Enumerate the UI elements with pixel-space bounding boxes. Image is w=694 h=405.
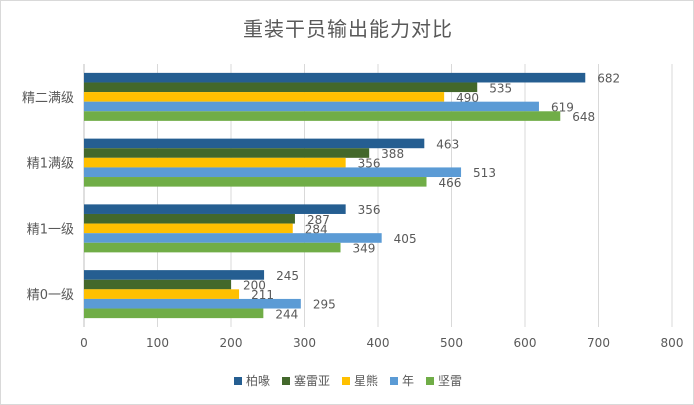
data-label: 244 xyxy=(275,307,298,321)
legend-item: 柏喙 xyxy=(233,372,270,389)
legend-item: 塞雷亚 xyxy=(281,372,330,389)
legend-swatch xyxy=(341,376,350,385)
data-label: 682 xyxy=(597,72,620,86)
x-tick-label: 200 xyxy=(220,336,243,350)
legend-label: 年 xyxy=(402,374,415,388)
bar-柏喙 xyxy=(84,270,265,280)
bar-年 xyxy=(84,298,301,309)
x-tick-label: 100 xyxy=(146,336,169,350)
category-label: 精二满级 xyxy=(22,91,74,106)
bar-坚雷 xyxy=(84,111,561,121)
bar-柏喙 xyxy=(84,204,346,214)
data-label: 619 xyxy=(551,100,574,114)
data-label: 388 xyxy=(381,147,404,161)
legend-swatch xyxy=(390,376,398,385)
x-tick-label: 0 xyxy=(80,336,88,350)
legend-label: 坚雷 xyxy=(438,374,463,388)
legend: 柏喙 塞雷亚 星熊 年 坚雷 xyxy=(1,372,694,389)
bar-塞雷亚 xyxy=(84,82,478,93)
data-label: 648 xyxy=(572,110,595,124)
bar-柏喙 xyxy=(84,138,425,149)
bar-年 xyxy=(84,101,539,112)
data-label: 513 xyxy=(473,166,496,180)
bar-柏喙 xyxy=(84,72,586,83)
x-tick-label: 800 xyxy=(661,336,684,350)
category-label: 精0一级 xyxy=(27,288,74,303)
legend-swatch xyxy=(426,376,435,385)
bar-星熊 xyxy=(84,157,346,168)
data-label: 535 xyxy=(489,81,512,95)
data-label: 349 xyxy=(353,242,376,256)
data-label: 295 xyxy=(313,298,336,312)
category-label: 精1满级 xyxy=(27,157,74,172)
x-tick-label: 600 xyxy=(514,336,537,350)
data-label: 284 xyxy=(305,222,328,236)
bar-星熊 xyxy=(84,223,293,234)
legend-label: 柏喙 xyxy=(245,374,270,388)
bar-塞雷亚 xyxy=(84,279,231,290)
bar-星熊 xyxy=(84,289,240,299)
legend-swatch xyxy=(281,376,290,385)
legend-label: 塞雷亚 xyxy=(293,374,330,388)
bar-星熊 xyxy=(84,92,445,102)
data-label: 200 xyxy=(243,279,266,293)
data-label: 356 xyxy=(358,203,381,217)
x-tick-label: 400 xyxy=(367,336,390,350)
data-label: 463 xyxy=(436,137,459,151)
data-label: 466 xyxy=(439,176,462,190)
x-tick-label: 700 xyxy=(587,336,610,350)
bar-塞雷亚 xyxy=(84,148,370,158)
category-label: 精1一级 xyxy=(27,222,74,237)
bar-年 xyxy=(84,233,382,243)
data-label: 245 xyxy=(276,269,299,283)
bar-塞雷亚 xyxy=(84,213,295,224)
data-label: 211 xyxy=(251,288,274,302)
bar-坚雷 xyxy=(84,308,264,319)
x-tick-label: 300 xyxy=(293,336,316,350)
data-label: 490 xyxy=(456,91,479,105)
legend-item: 坚雷 xyxy=(426,372,462,389)
data-label: 287 xyxy=(307,213,330,227)
bar-年 xyxy=(84,167,462,178)
legend-item: 年 xyxy=(390,372,414,389)
legend-swatch xyxy=(233,376,242,385)
data-label: 356 xyxy=(358,157,381,171)
bar-坚雷 xyxy=(84,242,341,253)
legend-item: 星熊 xyxy=(341,372,378,389)
bar-坚雷 xyxy=(84,177,427,187)
data-label: 405 xyxy=(394,232,417,246)
chart-title: 重装干员输出能力对比 xyxy=(243,17,453,41)
legend-label: 星熊 xyxy=(353,374,378,388)
x-tick-label: 500 xyxy=(440,336,463,350)
